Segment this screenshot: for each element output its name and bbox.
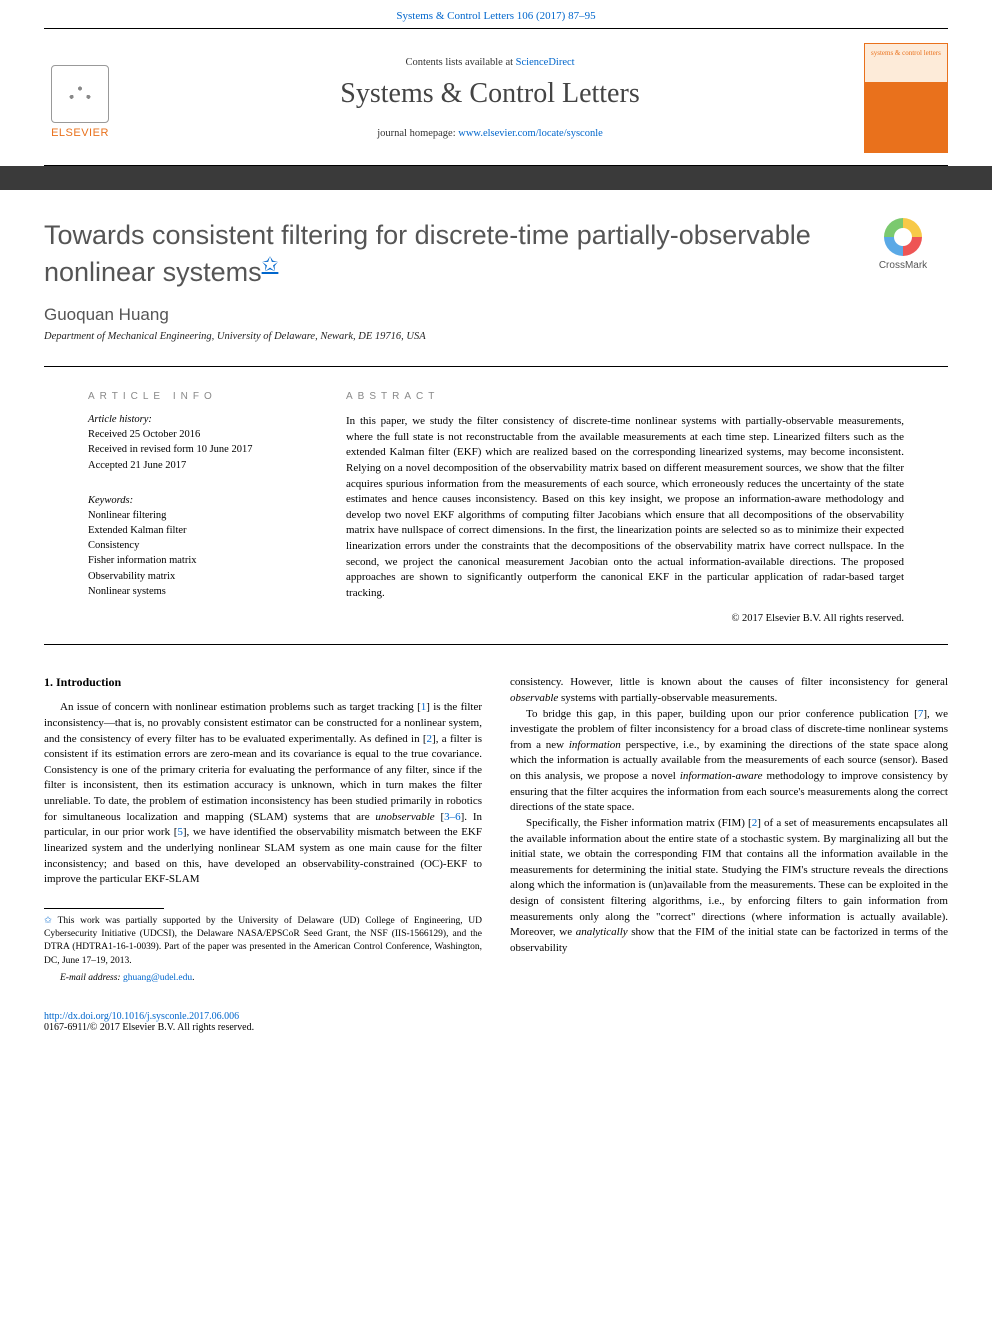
journal-ref-link[interactable]: Systems & Control Letters 106 (2017) 87–… [396, 10, 595, 22]
email-label: E-mail address: [60, 973, 123, 983]
abstract-copyright: © 2017 Elsevier B.V. All rights reserved… [346, 613, 904, 624]
ref-link[interactable]: 2 [427, 733, 433, 745]
history-item: Received 25 October 2016 [88, 427, 308, 442]
keyword: Observability matrix [88, 569, 308, 584]
black-bar [0, 166, 992, 190]
author-name: Guoquan Huang [44, 305, 834, 325]
homepage-link[interactable]: www.elsevier.com/locate/sysconle [458, 128, 603, 139]
homepage-prefix: journal homepage: [377, 128, 458, 139]
article-title: Towards consistent filtering for discret… [44, 218, 834, 289]
publisher-label: ELSEVIER [51, 127, 109, 139]
keyword: Extended Kalman filter [88, 523, 308, 538]
doi-link[interactable]: http://dx.doi.org/10.1016/j.sysconle.201… [44, 1011, 239, 1022]
keyword: Consistency [88, 538, 308, 553]
crossmark-icon [884, 218, 922, 256]
body-paragraph: consistency. However, little is known ab… [510, 675, 948, 706]
history-label: Article history: [88, 414, 308, 425]
contents-line: Contents lists available at ScienceDirec… [134, 57, 846, 68]
funding-footnote: ✩ This work was partially supported by t… [44, 915, 482, 968]
elsevier-tree-icon [51, 65, 109, 123]
title-footnote-star[interactable]: ✩ [262, 254, 279, 276]
keyword: Nonlinear filtering [88, 508, 308, 523]
body-paragraph: An issue of concern with nonlinear estim… [44, 700, 482, 887]
section-heading-intro: 1. Introduction [44, 675, 482, 690]
ref-link[interactable]: 7 [918, 708, 924, 720]
ref-link[interactable]: 1 [421, 701, 427, 713]
crossmark-label: CrossMark [879, 260, 927, 271]
issn-copyright: 0167-6911/© 2017 Elsevier B.V. All right… [44, 1022, 948, 1033]
journal-cover-thumb [864, 43, 948, 153]
keyword: Nonlinear systems [88, 584, 308, 599]
email-suffix: . [192, 973, 194, 983]
history-item: Accepted 21 June 2017 [88, 458, 308, 473]
footnote-star-icon: ✩ [44, 916, 52, 926]
article-info-label: ARTICLE INFO [88, 391, 308, 402]
history-item: Received in revised form 10 June 2017 [88, 442, 308, 457]
author-affiliation: Department of Mechanical Engineering, Un… [44, 331, 834, 342]
contents-prefix: Contents lists available at [405, 57, 515, 68]
keyword: Fisher information matrix [88, 553, 308, 568]
abstract-text: In this paper, we study the filter consi… [346, 414, 904, 601]
journal-name: Systems & Control Letters [134, 78, 846, 110]
ref-link[interactable]: 3–6 [444, 811, 461, 823]
body-paragraph: Specifically, the Fisher information mat… [510, 816, 948, 956]
elsevier-logo: ELSEVIER [44, 57, 116, 139]
footnote-rule [44, 908, 164, 909]
email-footnote: E-mail address: ghuang@udel.edu. [44, 972, 482, 985]
sciencedirect-link[interactable]: ScienceDirect [516, 57, 575, 68]
keywords-label: Keywords: [88, 495, 308, 506]
author-email-link[interactable]: ghuang@udel.edu [123, 973, 192, 983]
homepage-line: journal homepage: www.elsevier.com/locat… [134, 128, 846, 139]
journal-header: ELSEVIER Contents lists available at Sci… [0, 29, 992, 165]
title-text: Towards consistent filtering for discret… [44, 220, 811, 287]
ref-link[interactable]: 5 [177, 826, 183, 838]
abstract-label: ABSTRACT [346, 391, 904, 402]
crossmark-widget[interactable]: CrossMark [858, 218, 948, 271]
body-paragraph: To bridge this gap, in this paper, build… [510, 707, 948, 816]
ref-link[interactable]: 2 [752, 817, 758, 829]
funding-text: This work was partially supported by the… [44, 916, 482, 966]
